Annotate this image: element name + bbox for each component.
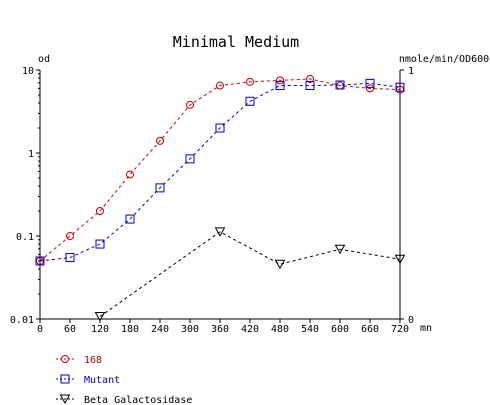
legend-item-168: 168	[56, 355, 102, 366]
y-left-tick-label: 10	[22, 66, 34, 77]
y-left-tick-label: 0.1	[16, 232, 34, 243]
data-point-beta-galactosidase	[394, 254, 406, 265]
data-point-168	[66, 232, 74, 240]
data-point-beta-galactosidase	[214, 227, 226, 237]
legend: 168 Mutant Beta Galactosidase	[56, 355, 192, 405]
data-point-mutant	[275, 81, 285, 91]
series-168	[36, 74, 404, 265]
data-point-mutant	[35, 256, 45, 266]
x-tick-label: 600	[331, 324, 349, 335]
data-point-mutant	[335, 80, 345, 90]
legend-label: 168	[84, 355, 102, 366]
data-point-168	[246, 77, 254, 86]
legend-item-mutant: Mutant	[56, 374, 120, 386]
data-point-mutant	[125, 214, 135, 224]
y-left-axis-label: od	[38, 54, 50, 65]
legend-label: Beta Galactosidase	[84, 395, 192, 405]
y-right-tick-label: 0	[408, 315, 414, 326]
data-point-168	[156, 136, 164, 145]
legend-label: Mutant	[84, 375, 120, 386]
data-point-mutant	[365, 78, 375, 88]
x-tick-label: 180	[121, 324, 139, 335]
data-point-mutant	[215, 123, 225, 133]
data-point-beta-galactosidase	[94, 312, 106, 322]
series-mutant	[35, 78, 405, 266]
chart-title: Minimal Medium	[173, 33, 299, 51]
x-tick-label: 300	[181, 324, 199, 335]
x-tick-label: 420	[241, 324, 259, 335]
data-point-mutant	[395, 82, 405, 92]
data-point-168	[216, 81, 224, 90]
data-point-mutant	[185, 154, 195, 164]
legend-marker-mutant	[60, 374, 70, 384]
x-tick-label: 0	[37, 324, 43, 335]
x-tick-label: 60	[64, 324, 76, 335]
x-tick-label: 660	[361, 324, 379, 335]
legend-marker-beta-galactosidase	[59, 394, 71, 405]
data-point-168	[366, 84, 374, 93]
y-left-tick-label: 0.01	[10, 315, 34, 326]
x-axis-unit: mn	[420, 323, 432, 334]
series-layer	[35, 74, 406, 322]
data-point-mutant	[155, 183, 165, 193]
data-point-mutant	[65, 253, 75, 263]
y-right-tick-label: 1	[408, 66, 414, 77]
data-point-168	[306, 74, 314, 83]
data-point-168	[276, 76, 284, 85]
x-tick-label: 360	[211, 324, 229, 335]
data-point-beta-galactosidase	[334, 244, 346, 255]
data-point-168	[126, 170, 134, 179]
legend-marker-168	[61, 355, 69, 363]
x-tick-label: 720	[391, 324, 409, 335]
y-left-tick-label: 1	[28, 149, 34, 160]
y-right-axis-label: nmole/min/OD600	[399, 54, 489, 65]
x-tick-label: 480	[271, 324, 289, 335]
data-point-168	[186, 100, 194, 109]
series-line-mutant	[39, 82, 401, 262]
data-point-mutant	[245, 96, 255, 106]
series-line-168	[39, 78, 401, 262]
x-tick-label: 120	[91, 324, 109, 335]
series-beta-galactosidase	[94, 227, 406, 322]
data-point-mutant	[305, 81, 315, 91]
axes-group: 0 60 120 180 240 300 360 420 480 540 600 660 720 0.01…	[10, 66, 414, 335]
data-point-beta-galactosidase	[274, 259, 286, 270]
x-tick-label: 240	[151, 324, 169, 335]
legend-item-beta-galactosidase: Beta Galactosidase	[56, 394, 192, 405]
data-point-mutant	[95, 239, 105, 249]
data-point-168	[96, 207, 104, 216]
x-tick-label: 540	[301, 324, 319, 335]
series-line-beta-galactosidase	[99, 231, 401, 317]
